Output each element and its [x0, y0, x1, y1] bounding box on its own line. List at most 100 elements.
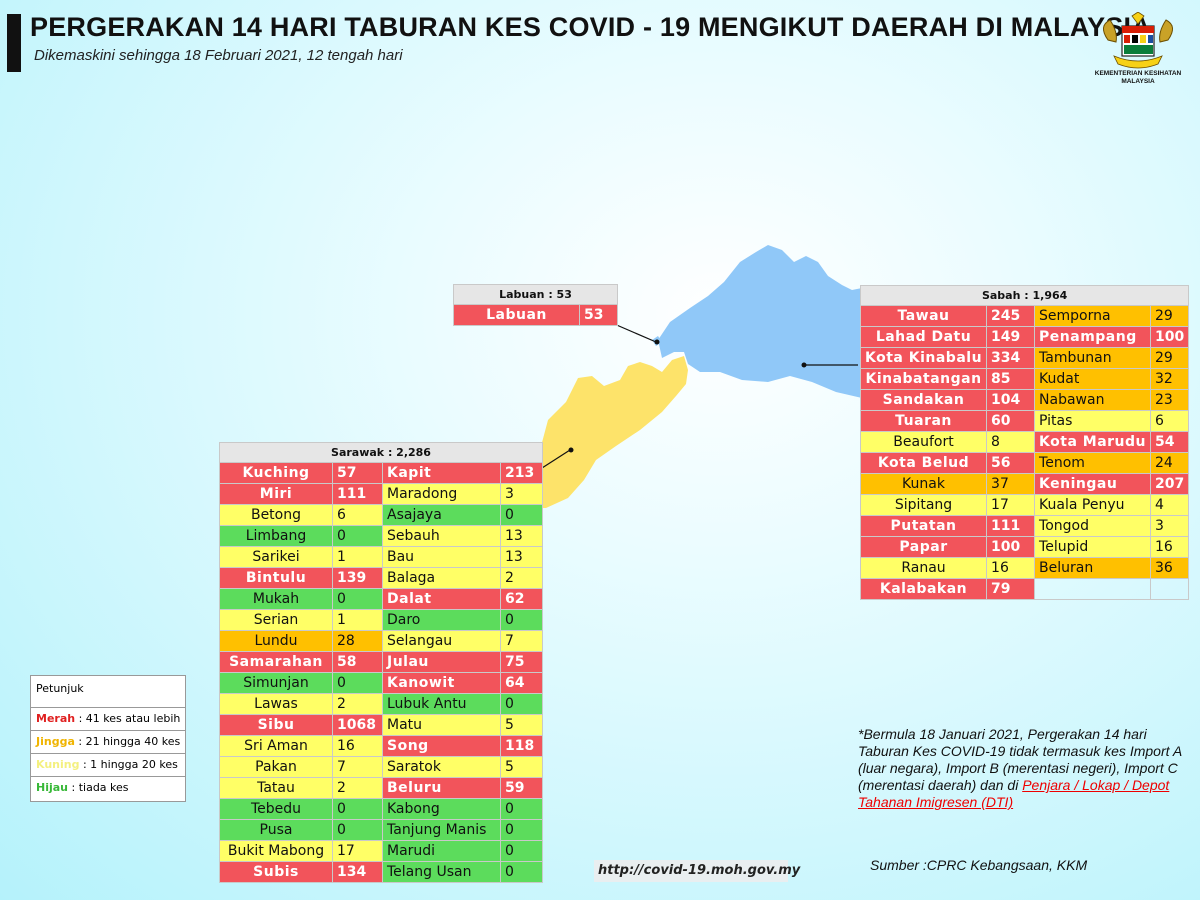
district-name: Kota Marudu [1034, 431, 1152, 453]
table-row: Simunjan 0 Kanowit 64 [219, 672, 543, 694]
ministry-crest-icon [1103, 12, 1173, 69]
district-name: Tambunan [1034, 347, 1152, 369]
district-value: 5 [500, 756, 543, 778]
district-value: 0 [500, 819, 543, 841]
district-value: 6 [332, 504, 383, 526]
district-name: Pakan [219, 756, 333, 778]
footnote-text: *Bermula 18 Januari 2021, Pergerakan 14 … [858, 726, 1182, 793]
district-value: 23 [1150, 389, 1190, 411]
table-row: Pusa 0 Tanjung Manis 0 [219, 819, 543, 841]
district-name: Kalabakan [859, 578, 988, 600]
district-name: Telang Usan [382, 861, 501, 883]
district-name: Betong [219, 504, 333, 526]
district-name: Daro [382, 609, 501, 631]
district-name: Tenom [1034, 452, 1152, 474]
legend-key: Kuning [36, 758, 80, 771]
legend-item: Merah : 41 kes atau lebih [31, 708, 185, 731]
table-row: Kalabakan 79 [859, 578, 1190, 600]
district-value: 2 [332, 693, 383, 715]
district-value: 0 [332, 525, 383, 547]
district-value: 75 [500, 651, 543, 673]
page-title: PERGERAKAN 14 HARI TABURAN KES COVID - 1… [30, 12, 1151, 42]
district-name: Sandakan [859, 389, 988, 411]
table-row: Sarikei 1 Bau 13 [219, 546, 543, 568]
district-value: 100 [986, 536, 1036, 558]
district-name: Miri [219, 483, 333, 505]
table-row: Tuaran 60 Pitas 6 [859, 410, 1190, 432]
district-name: Kunak [859, 473, 988, 495]
district-name: Saratok [382, 756, 501, 778]
website-url[interactable]: http://covid-19.moh.gov.my [594, 860, 800, 882]
district-value: 37 [986, 473, 1036, 495]
table-row: Kinabatangan 85 Kudat 32 [859, 368, 1190, 390]
table-row: Sandakan 104 Nabawan 23 [859, 389, 1190, 411]
district-value: 58 [332, 651, 383, 673]
table-row: Lahad Datu 149 Penampang 100 [859, 326, 1190, 348]
district-name: Labuan [453, 304, 580, 326]
district-name: Papar [859, 536, 988, 558]
district-value: 85 [986, 368, 1036, 390]
district-value: 134 [332, 861, 383, 883]
table-row: Pakan 7 Saratok 5 [219, 756, 543, 778]
table-row: Lundu 28 Selangau 7 [219, 630, 543, 652]
district-value: 111 [332, 483, 383, 505]
table-row: Sibu 1068 Matu 5 [219, 714, 543, 736]
district-name: Subis [219, 861, 333, 883]
legend-key: Hijau [36, 781, 69, 794]
district-name: Dalat [382, 588, 501, 610]
district-name: Beluran [1034, 557, 1152, 579]
table-row: Limbang 0 Sebauh 13 [219, 525, 543, 547]
table-row: Putatan 111 Tongod 3 [859, 515, 1190, 537]
district-value: 7 [332, 756, 383, 778]
district-value: 213 [500, 462, 543, 484]
footnote-link[interactable]: Penjara / Lokap / Depot Tahanan Imigrese… [858, 777, 1170, 810]
district-name: Pusa [219, 819, 333, 841]
table-row: Mukah 0 Dalat 62 [219, 588, 543, 610]
district-name: Bau [382, 546, 501, 568]
district-name: Samarahan [219, 651, 333, 673]
district-value: 334 [986, 347, 1036, 369]
district-name: Lahad Datu [859, 326, 988, 348]
district-value: 59 [500, 777, 543, 799]
district-name: Tebedu [219, 798, 333, 820]
legend: Petunjuk Merah : 41 kes atau lebih Jingga… [30, 675, 186, 802]
district-value: 8 [986, 431, 1036, 453]
district-value: 13 [500, 546, 543, 568]
empty-cell [1150, 578, 1190, 600]
table-row: Beaufort 8 Kota Marudu 54 [859, 431, 1190, 453]
district-name: Kudat [1034, 368, 1152, 390]
district-name: Beaufort [859, 431, 988, 453]
table-row: Lawas 2 Lubuk Antu 0 [219, 693, 543, 715]
table-row: Papar 100 Telupid 16 [859, 536, 1190, 558]
district-name: Nabawan [1034, 389, 1152, 411]
district-name: Kuala Penyu [1034, 494, 1152, 516]
table-row: Kota Kinabalu 334 Tambunan 29 [859, 347, 1190, 369]
district-value: 57 [332, 462, 383, 484]
district-value: 139 [332, 567, 383, 589]
sarawak-table-title: Sarawak : 2,286 [219, 442, 543, 463]
district-value: 53 [579, 304, 618, 326]
legend-key: Merah [36, 712, 76, 725]
table-row: Tawau 245 Semporna 29 [859, 305, 1190, 327]
legend-text: : 21 hingga 40 kes [74, 735, 181, 748]
district-name: Keningau [1034, 473, 1152, 495]
district-value: 3 [1150, 515, 1190, 537]
sabah-map-region [658, 245, 862, 398]
district-value: 1068 [332, 714, 383, 736]
table-row: Bukit Mabong 17 Marudi 0 [219, 840, 543, 862]
district-name: Kanowit [382, 672, 501, 694]
district-value: 245 [986, 305, 1036, 327]
sabah-pointer-dot [801, 362, 807, 368]
sarawak-pointer-dot [568, 447, 574, 453]
district-name: Mukah [219, 588, 333, 610]
district-name: Lundu [219, 630, 333, 652]
district-name: Tanjung Manis [382, 819, 501, 841]
district-value: 7 [500, 630, 543, 652]
district-name: Tatau [219, 777, 333, 799]
ministry-name: KEMENTERIAN KESIHATAN MALAYSIA [1094, 70, 1182, 85]
district-name: Song [382, 735, 501, 757]
district-value: 0 [332, 798, 383, 820]
district-name: Telupid [1034, 536, 1152, 558]
table-row: Betong 6 Asajaya 0 [219, 504, 543, 526]
